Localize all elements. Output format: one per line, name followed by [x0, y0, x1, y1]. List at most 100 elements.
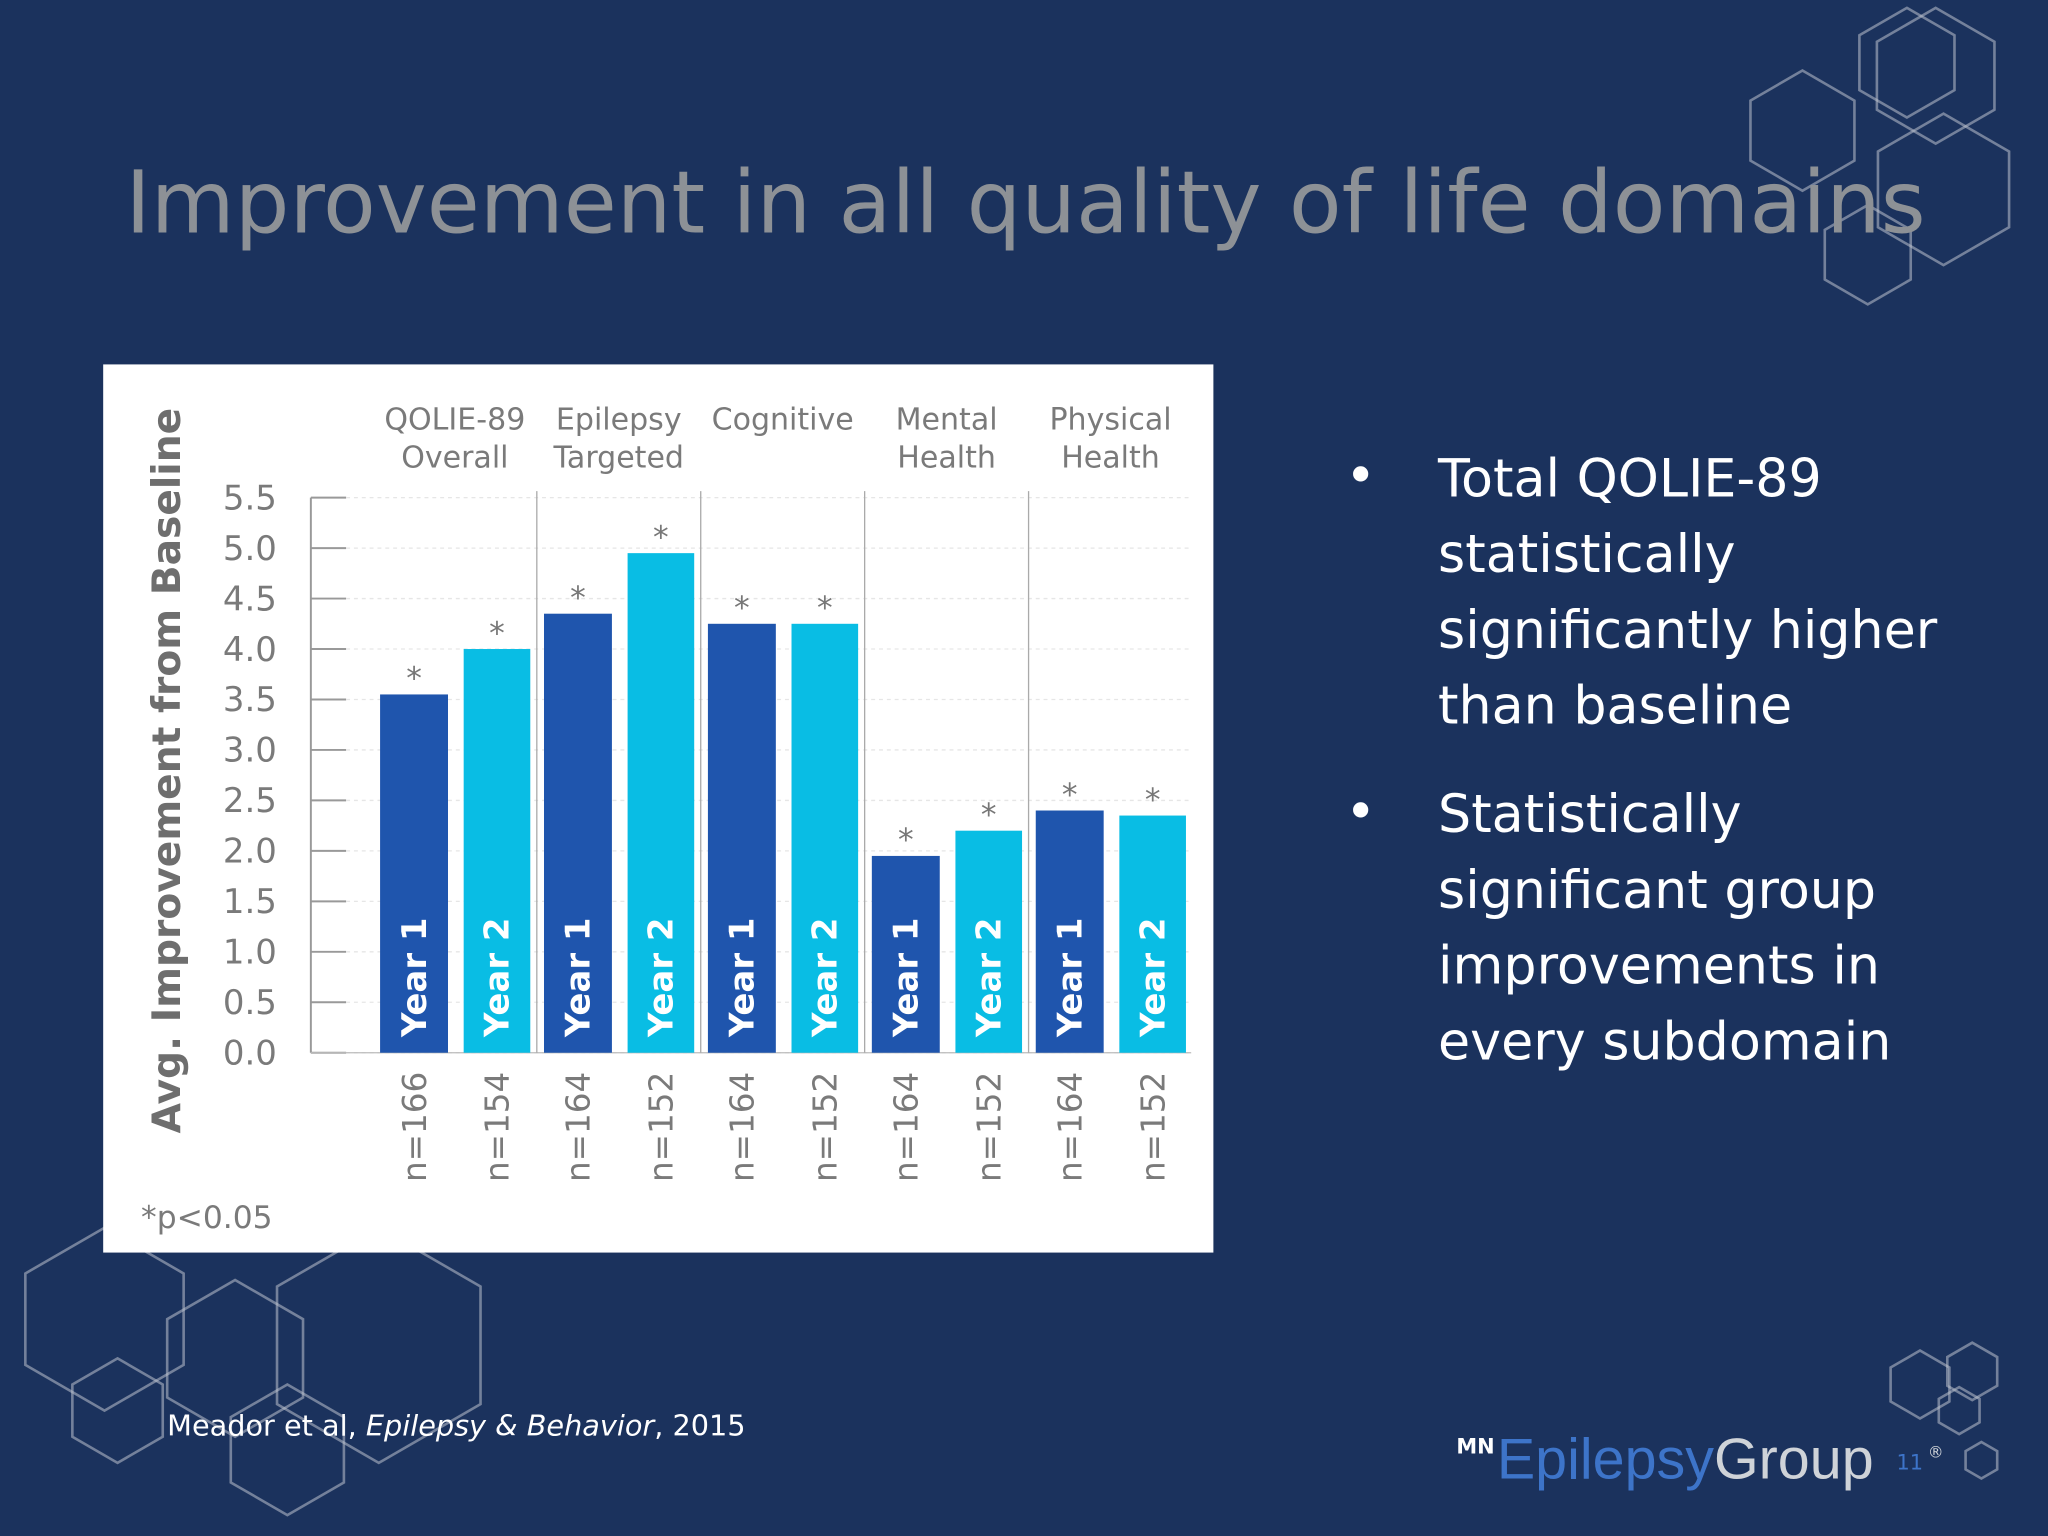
bar-series-label: Year 1	[723, 918, 763, 1039]
y-tick-label: 4.5	[223, 579, 277, 619]
hexagon	[275, 1226, 482, 1465]
bar	[1119, 815, 1186, 1053]
logo-prefix: MN	[1456, 1435, 1494, 1459]
y-tick-label: 0.5	[223, 983, 277, 1023]
significance-marker: *	[653, 520, 669, 556]
y-tick-label: 4.0	[223, 630, 277, 670]
n-label: n=152	[1134, 1072, 1172, 1182]
bar-series-label: Year 1	[887, 918, 927, 1039]
category-label: Health	[1061, 441, 1160, 476]
category-label: Cognitive	[712, 403, 854, 438]
bar	[544, 613, 612, 1053]
n-label: n=164	[560, 1072, 598, 1182]
significance-marker: *	[898, 823, 914, 859]
y-tick-label: 2.0	[223, 832, 277, 872]
category-label: Overall	[401, 441, 508, 476]
logo-text: EpilepsyGroup	[1497, 1428, 1874, 1492]
page-number: 11	[1896, 1450, 1923, 1474]
bar-series-label: Year 1	[395, 918, 435, 1039]
hexagon	[1937, 1385, 1981, 1436]
logo-first: Epilepsy	[1497, 1428, 1714, 1492]
significance-marker: *	[489, 616, 505, 652]
significance-marker: *	[406, 661, 422, 697]
bullet-line: significantly higher	[1438, 601, 1938, 661]
n-label: n=152	[970, 1072, 1008, 1182]
bullet-line: improvements in	[1438, 937, 1880, 997]
y-tick-label: 0.0	[223, 1033, 277, 1073]
bar-series-label: Year 2	[969, 918, 1009, 1039]
logo-second: Group	[1714, 1428, 1874, 1492]
category-label: QOLIE-89	[384, 403, 525, 438]
y-tick-label: 3.5	[223, 680, 277, 720]
significance-marker: *	[1145, 782, 1161, 818]
y-tick-label: 1.0	[223, 933, 277, 973]
y-tick-label: 1.5	[223, 882, 277, 922]
bar-series-label: Year 2	[642, 918, 682, 1039]
bar-series-label: Year 2	[1133, 918, 1173, 1039]
bullet-line: statistically	[1438, 525, 1736, 585]
bullet-line: than baseline	[1438, 677, 1792, 737]
bar-series-label: Year 2	[478, 918, 518, 1039]
hexagon	[1889, 1349, 1951, 1420]
citation-authors: Meador et al,	[167, 1408, 366, 1442]
bar	[791, 623, 859, 1053]
significance-marker: *	[981, 797, 997, 833]
bar-series-label: Year 2	[806, 918, 846, 1039]
hexagon	[71, 1356, 165, 1465]
bar	[707, 623, 776, 1053]
category-label: Physical	[1049, 403, 1171, 438]
significance-marker: *	[817, 591, 833, 627]
n-label: n=164	[724, 1072, 762, 1182]
hexagon	[1858, 6, 1956, 120]
bar	[955, 830, 1023, 1053]
logo-mark: ®	[1928, 1443, 1944, 1462]
n-label: n=164	[888, 1072, 926, 1182]
slide-title: Improvement in all quality of life domai…	[125, 153, 1925, 253]
bar	[871, 855, 940, 1053]
bullet-line: Statistically	[1438, 785, 1742, 845]
significance-marker: *	[570, 580, 586, 616]
y-tick-label: 3.0	[223, 731, 277, 771]
hexagon	[165, 1278, 305, 1439]
category-label: Epilepsy	[556, 403, 682, 438]
category-label: Mental	[896, 403, 998, 438]
y-axis-label: Avg. Improvement from Baseline	[145, 408, 190, 1134]
footnote: *p<0.05	[141, 1200, 273, 1236]
hexagon	[1945, 1341, 1999, 1402]
n-label: n=152	[807, 1072, 845, 1182]
bar-series-label: Year 1	[1050, 918, 1090, 1039]
citation-year: , 2015	[654, 1408, 745, 1442]
citation: Meador et al, Epilepsy & Behavior, 2015	[167, 1408, 745, 1442]
decoration	[24, 6, 2011, 1517]
n-label: n=152	[643, 1072, 681, 1182]
hexagon	[1876, 112, 2011, 267]
citation-journal: Epilepsy & Behavior	[366, 1408, 657, 1442]
bar	[1035, 810, 1104, 1053]
bullet-dot: •	[1345, 782, 1376, 842]
y-tick-label: 2.5	[223, 781, 277, 821]
hexagon	[1875, 6, 1996, 146]
bullet-line: significant group	[1438, 861, 1876, 921]
y-tick-label: 5.5	[223, 478, 277, 518]
bar-series-label: Year 1	[559, 918, 599, 1039]
bar	[627, 553, 695, 1053]
category-label: Targeted	[553, 441, 684, 476]
hexagon	[1749, 69, 1856, 193]
hexagon	[24, 1226, 185, 1413]
significance-marker: *	[734, 591, 750, 627]
significance-marker: *	[1062, 777, 1078, 813]
hexagon	[1823, 203, 1913, 306]
y-tick-label: 5.0	[223, 529, 277, 569]
bar	[463, 649, 531, 1053]
hexagon	[229, 1382, 346, 1517]
n-label: n=164	[1051, 1072, 1089, 1182]
category-label: Health	[897, 441, 996, 476]
bullet-line: every subdomain	[1438, 1012, 1891, 1072]
n-label: n=154	[479, 1072, 517, 1182]
hexagon	[1964, 1440, 1999, 1481]
bullet-line: Total QOLIE-89	[1437, 449, 1822, 509]
bullet-dot: •	[1345, 447, 1376, 507]
bar	[380, 694, 448, 1053]
